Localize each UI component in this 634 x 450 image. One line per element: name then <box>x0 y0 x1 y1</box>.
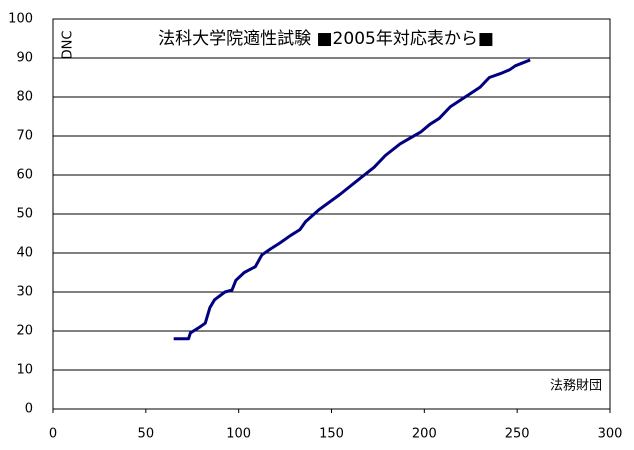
y-tick-label: 80 <box>16 90 33 105</box>
data-line <box>173 58 531 341</box>
x-tick-label: 250 <box>505 427 530 442</box>
y-tick-label: 20 <box>16 324 33 339</box>
x-tick-label: 200 <box>412 427 437 442</box>
y-tick-label: 60 <box>16 168 33 183</box>
y-tick-label: 10 <box>16 363 33 378</box>
chart-title: 法科大学院適性試験 ■2005年対応表から■ <box>158 29 494 49</box>
x-axis-label: 法務財団 <box>550 379 602 394</box>
y-tick-label: 100 <box>8 12 33 27</box>
x-tick-label: 50 <box>138 427 155 442</box>
y-tick-label: 0 <box>25 402 33 417</box>
y-axis-label: DNC <box>61 31 76 60</box>
x-tick-label: 0 <box>49 427 57 442</box>
y-tick-label: 40 <box>16 246 33 261</box>
y-tick-label: 50 <box>16 207 33 222</box>
y-tick-label: 70 <box>16 129 33 144</box>
x-tick-label: 300 <box>598 427 623 442</box>
x-tick-label: 100 <box>226 427 251 442</box>
y-tick-label: 90 <box>16 51 33 66</box>
y-tick-label: 30 <box>16 285 33 300</box>
x-tick-label: 150 <box>319 427 344 442</box>
